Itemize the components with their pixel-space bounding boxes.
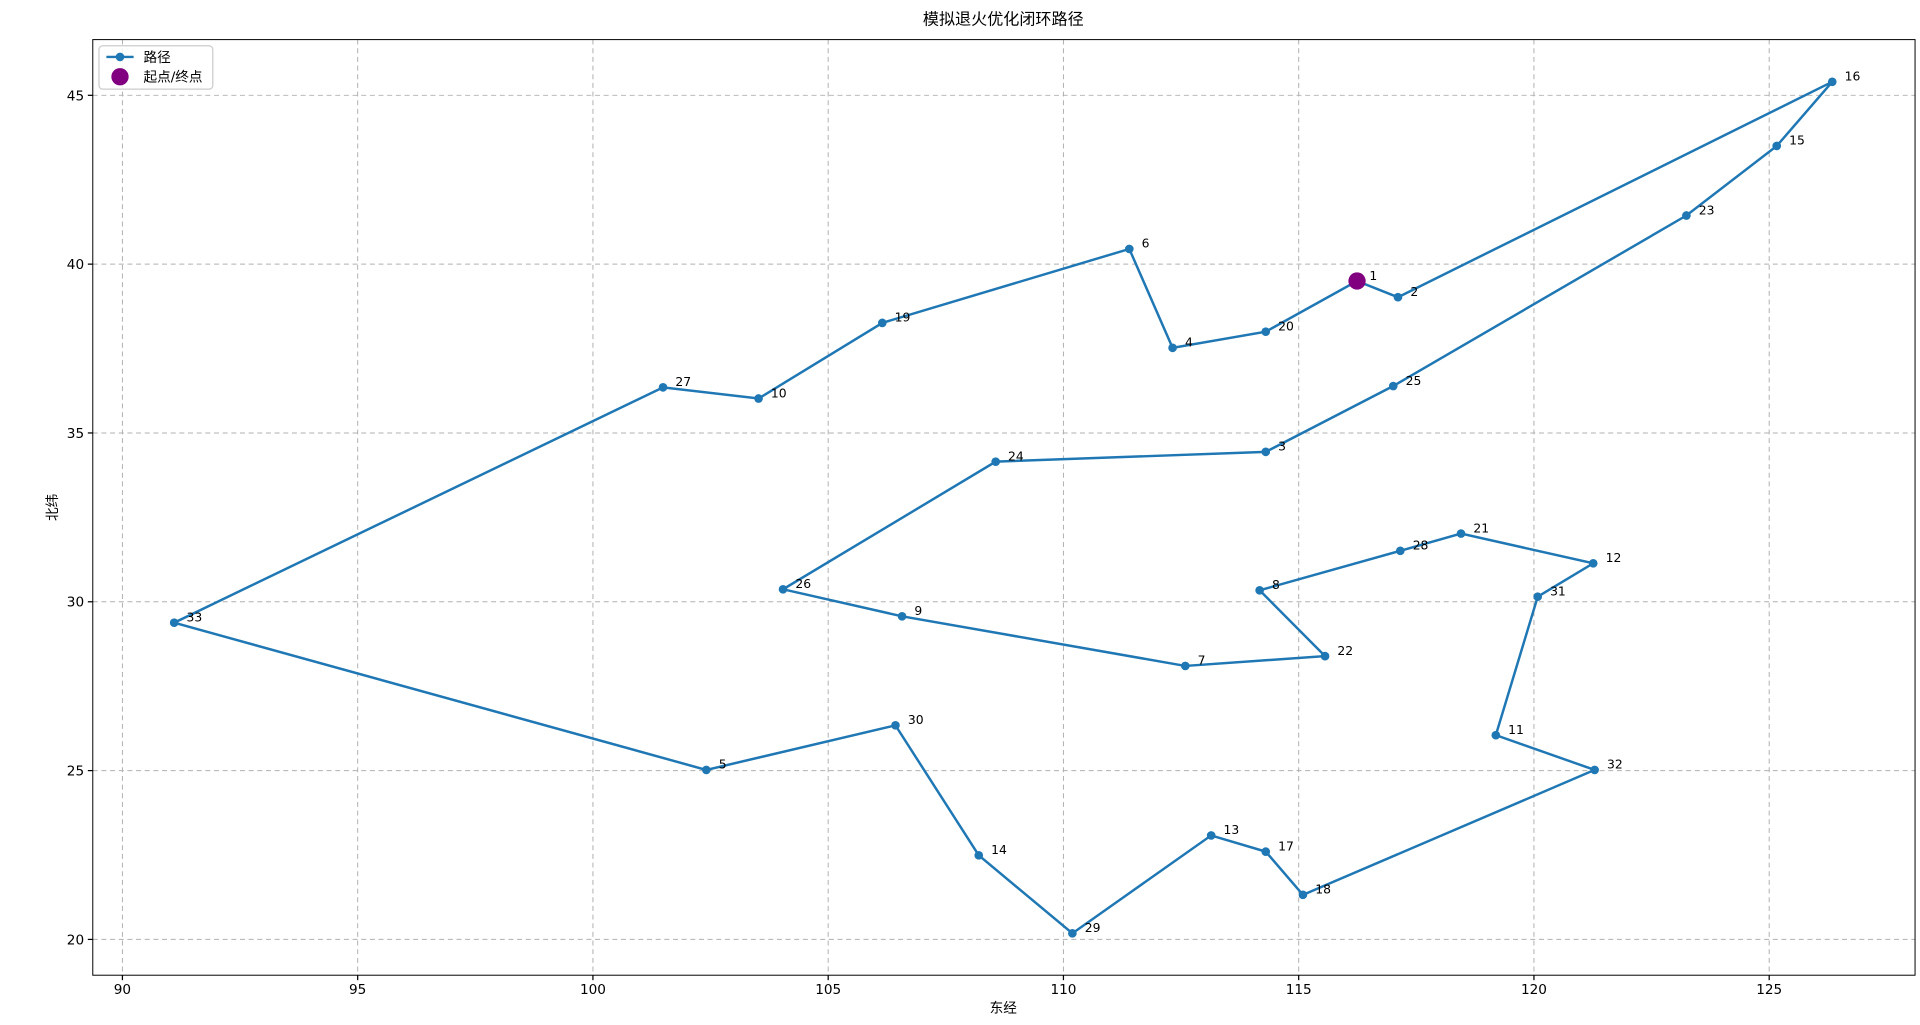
start-point: [1348, 272, 1366, 290]
city-label: 21: [1473, 521, 1489, 535]
city-label: 9: [914, 604, 922, 618]
city-point: [1261, 847, 1271, 856]
city-label: 10: [771, 386, 787, 400]
plot-frame: [92, 39, 1916, 976]
city-label: 12: [1606, 551, 1622, 565]
city-label: 33: [187, 610, 203, 624]
city-point: [701, 765, 711, 775]
city-label: 4: [1185, 336, 1193, 350]
chart-title: 模拟退火优化闭环路径: [923, 10, 1084, 29]
legend-marker: [115, 52, 125, 62]
city-point: [1261, 327, 1271, 336]
city-label: 7: [1198, 654, 1206, 668]
city-point: [1395, 546, 1405, 556]
city-point: [991, 457, 1001, 466]
city-label: 17: [1278, 839, 1294, 853]
city-point: [1180, 661, 1190, 671]
city-point: [1827, 77, 1837, 87]
city-label: 18: [1315, 883, 1331, 897]
city-label: 5: [719, 758, 727, 772]
city-point: [1456, 529, 1466, 538]
x-tick-label: 115: [1286, 982, 1312, 998]
city-point: [891, 721, 900, 730]
city-label: 31: [1550, 584, 1566, 598]
y-tick-label: 35: [67, 426, 84, 442]
city-label: 25: [1406, 374, 1422, 388]
city-point: [169, 618, 179, 628]
x-tick-label: 100: [580, 982, 606, 998]
city-point: [1682, 211, 1691, 220]
city-point: [1298, 890, 1308, 900]
y-tick-label: 45: [67, 88, 84, 104]
city-label: 8: [1272, 578, 1280, 592]
city-label: 6: [1142, 237, 1150, 251]
city-point: [1320, 651, 1330, 661]
city-point: [658, 383, 668, 392]
city-label: 13: [1224, 823, 1240, 837]
city-point: [1393, 292, 1403, 302]
city-point: [877, 318, 887, 328]
city-label: 15: [1789, 134, 1805, 148]
legend-label: 起点/终点: [144, 70, 203, 86]
city-label: 14: [991, 843, 1007, 857]
city-point: [1068, 929, 1077, 938]
x-tick-label: 105: [815, 982, 841, 998]
city-point: [754, 394, 763, 403]
city-label: 32: [1607, 758, 1623, 772]
city-point: [1124, 244, 1134, 254]
city-label: 16: [1845, 70, 1861, 84]
city-label: 26: [795, 577, 811, 591]
city-point: [1168, 343, 1177, 353]
city-point: [1590, 765, 1599, 775]
city-point: [1255, 585, 1264, 595]
city-point: [1206, 831, 1216, 840]
city-label: 27: [675, 375, 691, 389]
city-label: 28: [1413, 539, 1429, 553]
x-tick-label: 90: [114, 982, 131, 998]
x-tick-label: 125: [1756, 982, 1782, 998]
y-axis-label: 北纬: [45, 494, 61, 521]
city-point: [1772, 141, 1782, 151]
city-point: [1588, 558, 1598, 568]
city-label: 29: [1085, 921, 1101, 935]
city-point: [974, 851, 984, 860]
y-tick-label: 20: [67, 932, 84, 948]
city-label: 30: [908, 713, 924, 727]
city-point: [1533, 592, 1543, 602]
x-tick-label: 95: [349, 982, 366, 998]
city-label: 20: [1278, 319, 1294, 333]
city-label: 2: [1410, 285, 1418, 299]
x-axis-label: 东经: [990, 1000, 1018, 1016]
city-label: 19: [895, 311, 911, 325]
city-label: 24: [1008, 449, 1024, 463]
city-point: [1388, 381, 1398, 391]
y-tick-label: 40: [67, 257, 84, 273]
route-line: [170, 80, 1834, 935]
y-tick-label: 25: [67, 764, 84, 780]
city-label: 1: [1369, 269, 1377, 283]
city-label: 11: [1508, 723, 1524, 737]
x-tick-label: 110: [1050, 982, 1076, 998]
city-label: 22: [1337, 644, 1353, 658]
y-tick-label: 30: [67, 595, 84, 611]
city-label: 3: [1278, 440, 1286, 454]
legend-marker: [111, 68, 129, 86]
x-tick-label: 120: [1521, 982, 1547, 998]
city-point: [897, 611, 907, 621]
legend-label: 路径: [144, 50, 172, 66]
city-point: [1261, 447, 1271, 457]
city-point: [778, 584, 788, 594]
city-label: 23: [1699, 203, 1715, 217]
city-point: [1491, 730, 1501, 740]
